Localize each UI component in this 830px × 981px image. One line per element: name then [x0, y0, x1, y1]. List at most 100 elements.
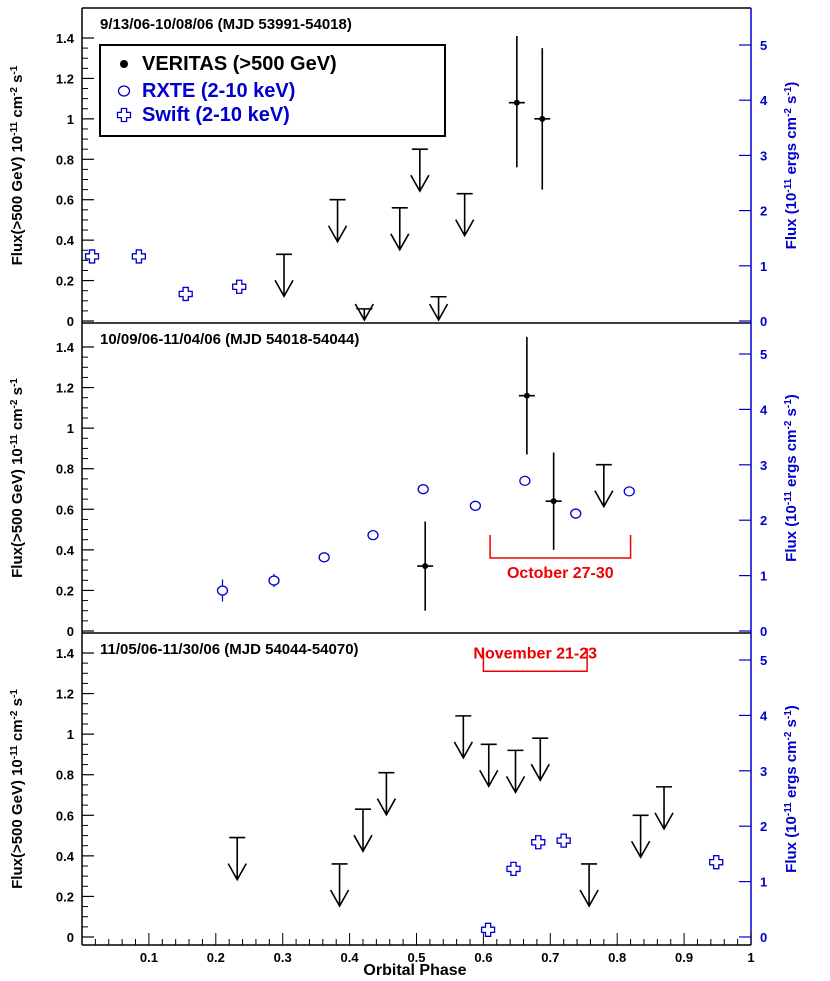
annotation-label: October 27-30	[507, 565, 614, 582]
y-right-tick-label: 5	[760, 347, 767, 362]
y-tick-label: 0.8	[56, 152, 74, 167]
rxte-point	[268, 575, 280, 586]
x-tick-label: 1	[747, 950, 754, 965]
y-right-tick-label: 1	[760, 875, 767, 890]
y-tick-label: 1	[67, 727, 74, 742]
veritas-upper-limit	[630, 814, 651, 859]
x-tick-label: 0.2	[207, 950, 225, 965]
y-tick-label: 1.4	[56, 340, 75, 355]
veritas-upper-limit	[390, 207, 410, 252]
panel-1: 0 0.2 0.4 0.6 0.8 1 1.2 1.4 0 1 2 3 4 5 Flux(>500 GeV)…	[9, 7, 801, 329]
veritas-upper-limit	[428, 295, 449, 322]
veritas-upper-limit	[479, 743, 499, 788]
veritas-upper-limit	[530, 737, 550, 782]
y-axis-label-left: Flux(>500 GeV) 10-11 cm-2 s-1	[9, 378, 27, 578]
veritas-point	[422, 563, 429, 570]
panel-title: 9/13/06-10/08/06 (MJD 53991-54018)	[100, 16, 352, 33]
veritas-upper-limit	[410, 148, 430, 193]
y-right-tick-label: 4	[760, 402, 768, 417]
veritas-upper-limit	[579, 863, 599, 908]
x-tick-label: 0.5	[407, 950, 425, 965]
y-right-tick-label: 4	[760, 93, 768, 108]
y-axis-label-left: Flux(>500 GeV) 10-11 cm-2 s-1	[9, 689, 27, 889]
veritas-upper-limit	[354, 303, 375, 322]
x-tick-label: 0.3	[274, 950, 292, 965]
y-tick-label: 0.6	[56, 808, 74, 823]
y-right-tick-label: 2	[760, 819, 767, 834]
x-axis-label: Orbital Phase	[363, 962, 466, 979]
rxte-point	[570, 508, 582, 519]
swift-point	[84, 249, 100, 264]
x-tick-label: 0.7	[541, 950, 559, 965]
legend-label: VERITAS (>500 GeV)	[142, 53, 337, 75]
swift-point	[232, 279, 247, 294]
veritas-upper-limit	[353, 808, 373, 853]
veritas-upper-limit	[327, 198, 348, 244]
y-axis-label-left: Flux(>500 GeV) 10-11 cm-2 s-1	[9, 65, 27, 265]
y-right-tick-label: 3	[760, 458, 767, 473]
x-tick-label: 0.1	[140, 950, 158, 965]
y-tick-label: 0.2	[56, 274, 74, 289]
veritas-upper-limit	[376, 771, 397, 817]
swift-point	[531, 835, 546, 850]
y-right-tick-label: 4	[760, 708, 768, 723]
y-tick-label: 0.8	[56, 768, 74, 783]
y-tick-label: 0.2	[56, 889, 74, 904]
swift-point	[709, 855, 724, 870]
swift-point	[556, 833, 571, 848]
y-tick-label: 0	[67, 930, 74, 945]
y-right-tick-label: 2	[760, 513, 767, 528]
y-right-tick-label: 3	[760, 764, 767, 779]
y-axis-label-right: Flux (10-11 ergs cm-2 s-1)	[783, 394, 801, 562]
legend-label: RXTE (2-10 keV)	[142, 80, 295, 102]
panel-title: 10/09/06-11/04/06 (MJD 54018-54044)	[100, 331, 359, 348]
y-right-tick-label: 0	[760, 314, 767, 329]
y-tick-label: 0.4	[56, 543, 75, 558]
y-tick-label: 1	[67, 421, 74, 436]
y-tick-label: 1.4	[56, 646, 75, 661]
y-tick-label: 0.4	[56, 849, 75, 864]
y-tick-label: 1.4	[56, 31, 75, 46]
y-tick-label: 0.2	[56, 583, 74, 598]
x-tick-label: 0.9	[675, 950, 693, 965]
y-right-tick-label: 0	[760, 624, 767, 639]
veritas-upper-limit	[329, 863, 350, 908]
y-right-tick-label: 2	[760, 204, 767, 219]
legend-marker-rxte	[117, 85, 131, 97]
panel-3: 0 0.2 0.4 0.6 0.8 1 1.2 1.4 0 1 2 3 4 5 Flux(>500 GeV)…	[9, 632, 800, 945]
rxte-point	[623, 486, 635, 497]
legend-label: Swift (2-10 keV)	[142, 104, 290, 126]
y-tick-label: 1	[67, 112, 74, 127]
y-right-tick-label: 5	[760, 653, 767, 668]
y-tick-label: 0.6	[56, 502, 74, 517]
x-tick-label: 0.4	[341, 950, 360, 965]
y-axis-label-right: Flux (10-11 ergs cm-2 s-1)	[783, 82, 801, 250]
y-tick-label: 0.6	[56, 193, 74, 208]
veritas-point	[539, 115, 546, 122]
rxte-point	[367, 530, 379, 541]
y-tick-label: 1.2	[56, 71, 74, 86]
veritas-upper-limit	[505, 749, 526, 795]
x-tick-label: 0.6	[474, 950, 492, 965]
swift-point	[480, 922, 496, 937]
y-tick-label: 0	[67, 314, 74, 329]
y-right-tick-label: 1	[760, 259, 767, 274]
annotation-bracket	[482, 648, 588, 673]
y-tick-label: 1.2	[56, 687, 74, 702]
rxte-point	[469, 500, 482, 511]
rxte-point	[417, 484, 429, 495]
rxte-point	[318, 552, 330, 563]
veritas-point	[550, 498, 557, 505]
y-tick-label: 0.8	[56, 462, 74, 477]
x-tick-label: 0.8	[608, 950, 626, 965]
swift-point	[178, 286, 193, 302]
y-right-tick-label: 1	[760, 569, 767, 584]
swift-point	[506, 861, 521, 877]
panel-title: 11/05/06-11/30/06 (MJD 54044-54070)	[100, 641, 359, 658]
panel-2: 0 0.2 0.4 0.6 0.8 1 1.2 1.4 0 1 2 3 4 5 Flux(>500 GeV)…	[9, 322, 801, 639]
veritas-upper-limit	[227, 836, 247, 882]
y-tick-label: 1.2	[56, 381, 74, 396]
y-right-tick-label: 5	[760, 38, 767, 53]
legend-marker-swift	[116, 107, 132, 123]
